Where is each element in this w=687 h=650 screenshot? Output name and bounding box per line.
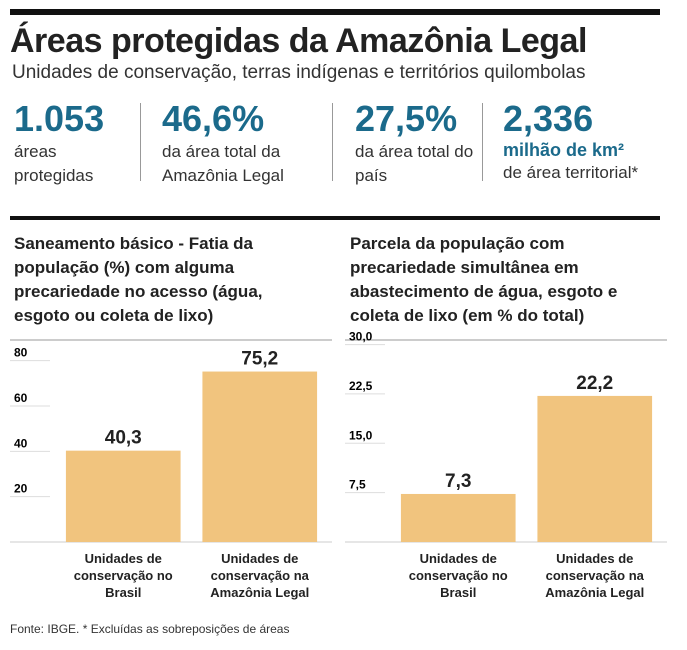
divider: [482, 103, 483, 181]
stat: 2,336 milhão de km² de área territorial*: [503, 98, 683, 185]
x-tick-label: Unidades de conservação no Brasil: [408, 551, 508, 600]
top-rule: [10, 9, 660, 15]
x-tick-label: Unidades de conservação na Amazônia Lega…: [210, 551, 310, 600]
stat: 27,5% da área total do país: [355, 98, 475, 188]
section-rule: [10, 216, 660, 220]
chart: 7,5 15,0 22,5 30,0 7,3 22,2: [345, 330, 667, 543]
stat-unit: milhão de km²: [503, 140, 625, 160]
chart-title: Saneamento básico - Fatia da população (…: [14, 234, 263, 325]
stat-label: da área total da Amazônia Legal: [162, 142, 284, 185]
bar: [65, 450, 181, 542]
y-tick-label: 7,5: [349, 478, 366, 492]
bar: [202, 371, 318, 542]
stat-value: 1.053: [14, 98, 105, 139]
stat-label: de área territorial*: [503, 163, 639, 182]
chart: 20 40 60 80 40,3 75,2: [10, 339, 332, 543]
stat-label: da área total do país: [355, 142, 474, 185]
stat: 46,6% da área total da Amazônia Legal: [162, 98, 322, 188]
y-tick-label: 80: [14, 346, 28, 360]
stat-label: áreas protegidas: [14, 142, 94, 185]
footer: Fonte: IBGE. * Excluídas as sobreposiçõe…: [10, 622, 290, 636]
y-tick-label: 40: [14, 436, 28, 450]
stat-value: 46,6%: [162, 98, 265, 139]
stat-value: 27,5%: [355, 98, 458, 139]
x-tick-label: Unidades de conservação na Amazônia Lega…: [545, 551, 645, 600]
y-tick-label: 30,0: [349, 330, 373, 344]
stat-value: 2,336: [503, 98, 594, 139]
title: Áreas protegidas da Amazônia Legal: [10, 22, 587, 60]
subtitle: Unidades de conservação, terras indígena…: [12, 62, 586, 83]
x-tick-label: Unidades de conservação no Brasil: [73, 551, 173, 600]
value-label: 40,3: [105, 428, 142, 449]
value-label: 75,2: [241, 349, 278, 370]
y-tick-label: 60: [14, 391, 28, 405]
divider: [140, 103, 141, 181]
y-tick-label: 15,0: [349, 428, 373, 442]
bar: [537, 395, 653, 542]
y-tick-label: 22,5: [349, 379, 373, 393]
stat: 1.053 áreas protegidas: [14, 98, 129, 188]
y-tick-label: 20: [14, 482, 28, 496]
bar: [400, 493, 516, 542]
value-label: 22,2: [576, 373, 613, 394]
chart-title: Parcela da população com precariedade si…: [350, 234, 618, 325]
value-label: 7,3: [445, 471, 471, 492]
divider: [332, 103, 333, 181]
